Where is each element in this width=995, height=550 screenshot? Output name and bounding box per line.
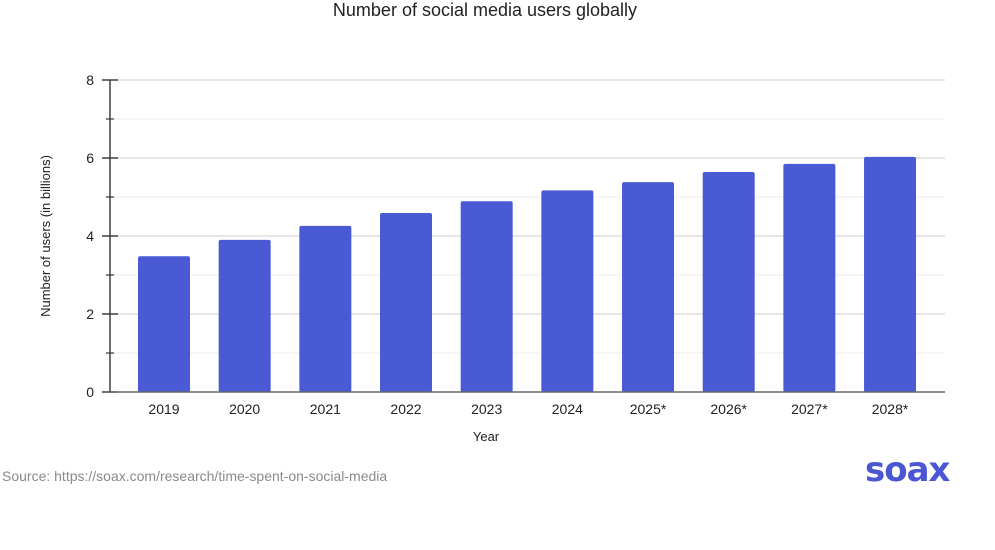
y-tick-label: 6 xyxy=(86,150,94,166)
y-axis-label: Number of users (in billions) xyxy=(38,155,53,317)
x-tick-label: 2024 xyxy=(552,401,583,417)
source-text: Source: https://soax.com/research/time-s… xyxy=(2,468,388,484)
x-tick-label: 2019 xyxy=(148,401,179,417)
bar-2020 xyxy=(218,239,271,392)
x-tick-label: 2026* xyxy=(710,401,747,417)
y-tick-label: 4 xyxy=(86,228,94,244)
bar-2025* xyxy=(622,182,675,392)
x-tick-label: 2022 xyxy=(390,401,421,417)
y-tick-label: 8 xyxy=(86,72,94,88)
x-tick-label: 2023 xyxy=(471,401,502,417)
x-tick-label: 2021 xyxy=(310,401,341,417)
x-axis-label: Year xyxy=(473,429,500,444)
x-tick-label: 2025* xyxy=(630,401,667,417)
x-tick-label: 2028* xyxy=(872,401,909,417)
bar-2027* xyxy=(783,163,836,392)
soax-logo: soax xyxy=(865,450,950,490)
bar-2024 xyxy=(541,190,594,392)
bar-2019 xyxy=(138,256,190,392)
bar-2023 xyxy=(460,201,513,392)
x-tick-label: 2027* xyxy=(791,401,828,417)
bar-2028* xyxy=(864,156,917,392)
bar-2021 xyxy=(299,225,352,392)
y-tick-label: 0 xyxy=(86,384,94,400)
chart-title: Number of social media users globally xyxy=(333,0,637,20)
y-tick-label: 2 xyxy=(86,306,94,322)
bar-2022 xyxy=(380,212,433,392)
x-tick-label: 2020 xyxy=(229,401,260,417)
bar-2026* xyxy=(702,172,755,392)
